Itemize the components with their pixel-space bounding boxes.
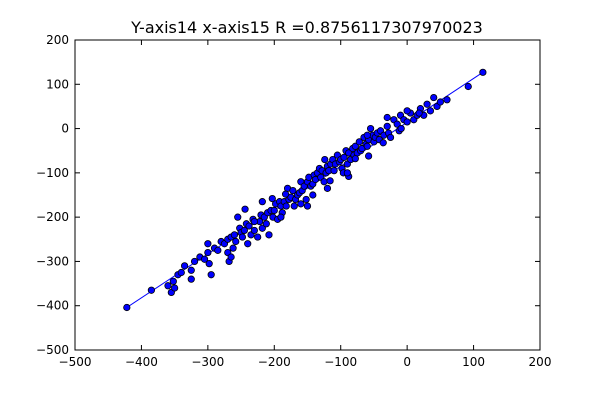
- data-point: [258, 224, 266, 232]
- data-point: [363, 131, 371, 139]
- data-point: [302, 195, 310, 204]
- data-point: [238, 233, 246, 241]
- data-point: [351, 155, 359, 163]
- x-tick-label: 0: [403, 355, 411, 369]
- x-tick-label: −100: [324, 355, 357, 369]
- data-point: [227, 253, 235, 261]
- x-tick-label: −300: [191, 355, 224, 369]
- x-tick-label: 100: [462, 355, 485, 369]
- data-point: [403, 107, 411, 115]
- data-point: [340, 153, 348, 161]
- data-point: [367, 124, 375, 133]
- data-point: [277, 213, 285, 221]
- data-point: [177, 268, 185, 277]
- y-tick-label: 100: [46, 77, 69, 91]
- data-point: [250, 217, 258, 226]
- plot-area: [123, 68, 487, 312]
- data-point: [200, 255, 209, 263]
- data-point: [289, 186, 297, 195]
- data-point: [397, 124, 405, 133]
- data-point: [393, 120, 401, 128]
- data-point: [270, 206, 278, 215]
- data-point: [204, 240, 212, 248]
- data-point: [326, 177, 334, 185]
- y-tick-label: 0: [61, 122, 69, 136]
- data-point: [423, 100, 431, 108]
- data-point: [254, 233, 262, 241]
- data-point: [281, 190, 290, 198]
- data-point: [169, 277, 177, 285]
- data-point: [379, 139, 387, 147]
- y-tick-label: −400: [36, 299, 69, 313]
- data-point: [232, 237, 240, 246]
- data-point: [365, 152, 373, 160]
- data-point: [187, 275, 195, 283]
- data-point: [479, 68, 487, 76]
- data-point: [262, 220, 270, 228]
- data-point: [290, 202, 298, 210]
- plot-frame: [74, 39, 541, 351]
- data-point: [282, 202, 290, 210]
- data-point: [303, 202, 312, 210]
- x-tick-label: −400: [125, 355, 158, 369]
- data-point: [245, 222, 253, 230]
- x-tick-label: −500: [59, 355, 92, 369]
- data-point: [214, 246, 222, 254]
- data-point: [363, 142, 371, 150]
- data-point: [204, 248, 212, 257]
- data-point: [320, 178, 328, 186]
- x-tick-label: 200: [529, 355, 552, 369]
- data-point: [205, 260, 213, 268]
- data-point: [164, 282, 172, 290]
- y-tick-label: 200: [46, 33, 69, 47]
- data-point: [383, 122, 391, 130]
- data-point: [241, 205, 249, 213]
- y-tick-label: −500: [36, 343, 69, 357]
- data-point: [464, 82, 472, 91]
- data-point: [430, 93, 438, 102]
- data-point: [147, 286, 155, 294]
- data-point: [250, 226, 258, 235]
- data-point: [426, 107, 434, 115]
- data-point: [181, 262, 189, 270]
- data-point: [244, 240, 252, 248]
- data-point: [343, 169, 351, 177]
- data-point: [443, 96, 451, 104]
- chart-title: Y-axis14 x-axis15 R =0.8756117307970023: [130, 18, 483, 37]
- data-point: [207, 271, 215, 279]
- data-point: [123, 303, 131, 312]
- data-point: [187, 266, 195, 274]
- data-point: [355, 138, 363, 146]
- data-point: [230, 231, 239, 239]
- data-point: [383, 113, 391, 122]
- data-point: [171, 284, 179, 292]
- y-tick-label: −300: [36, 254, 69, 268]
- y-tick-label: −200: [36, 210, 69, 224]
- data-point: [351, 142, 359, 150]
- data-point: [265, 231, 273, 239]
- data-point: [321, 155, 329, 164]
- data-point: [415, 109, 423, 117]
- axis-ticks: −500 −400 −300 −200 −100 0 100 200 −500 −400 −300 −…: [36, 33, 551, 369]
- data-point: [234, 213, 242, 221]
- data-point: [330, 167, 338, 175]
- data-point: [386, 133, 395, 142]
- data-point: [436, 98, 444, 106]
- data-point: [297, 200, 305, 208]
- data-point: [240, 226, 248, 235]
- data-point: [190, 257, 199, 266]
- data-point: [309, 191, 317, 199]
- x-tick-label: −200: [258, 355, 291, 369]
- data-point: [268, 194, 276, 203]
- data-point: [403, 118, 411, 126]
- y-tick-label: −100: [36, 166, 69, 180]
- data-point: [229, 244, 237, 252]
- data-point: [323, 184, 332, 192]
- data-point: [258, 198, 266, 206]
